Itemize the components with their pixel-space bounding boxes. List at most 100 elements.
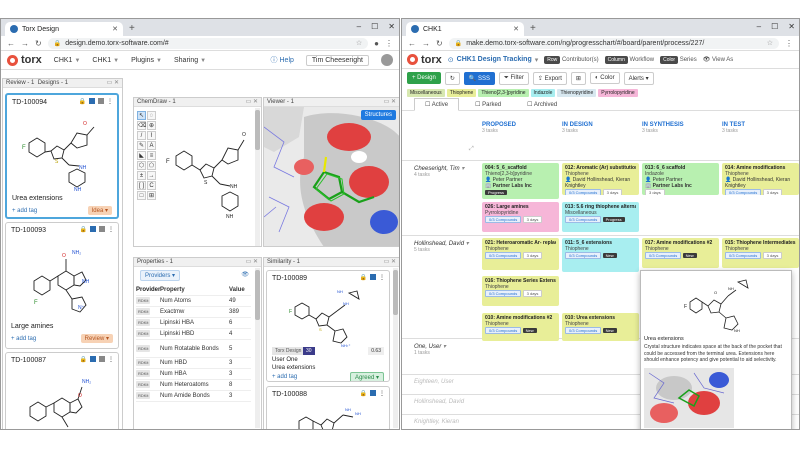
viewer-tab[interactable]: Viewer - 1 xyxy=(267,99,294,105)
design-popover[interactable]: F NH NH O Urea extensions Crystal struct… xyxy=(640,270,792,429)
task-card[interactable]: 010: Urea extensions Thiophene 0/3 Compoun… xyxy=(562,313,639,341)
compounds-badge[interactable]: 0/3 Compounds xyxy=(725,252,762,259)
pane-controls-icon[interactable]: ▭ ✕ xyxy=(245,259,258,265)
task-card[interactable]: 016: Thiophene Series Extension Thiophene… xyxy=(482,276,559,306)
scroll-thumb[interactable] xyxy=(393,270,398,315)
series-tag[interactable]: Thienopyridine xyxy=(557,88,597,97)
progress-pill[interactable]: New xyxy=(682,253,697,258)
lock-icon[interactable]: 🔒 xyxy=(78,99,86,105)
tab-active[interactable]: ☐ Active xyxy=(414,98,460,111)
atom-tool-icon[interactable]: C xyxy=(147,181,156,190)
copy-icon[interactable] xyxy=(370,274,376,280)
close-tab-icon[interactable]: ✕ xyxy=(112,26,118,33)
compounds-badge[interactable]: 0/3 Compounds xyxy=(565,189,602,195)
back-icon[interactable]: ← xyxy=(7,38,15,48)
tab-parked[interactable]: ☐ Parked xyxy=(475,102,502,108)
pane-controls-icon[interactable]: ▭ ✕ xyxy=(383,259,396,265)
browser-tab-torx-design[interactable]: Torx Design ✕ xyxy=(5,22,123,36)
more-icon[interactable]: ⋮ xyxy=(379,391,385,397)
scroll-thumb[interactable] xyxy=(255,110,260,150)
more-icon[interactable]: ⋮ xyxy=(379,275,385,281)
nav-plugins[interactable]: Plugins ▼ xyxy=(131,57,162,64)
more-icon[interactable]: ⋮ xyxy=(107,99,113,105)
lock-icon[interactable]: 🔒 xyxy=(359,391,367,397)
back-icon[interactable]: ← xyxy=(408,38,416,48)
series-tag[interactable]: Indazole xyxy=(530,88,556,97)
text-tool-icon[interactable]: A xyxy=(147,141,156,150)
arrow-tool-icon[interactable]: → xyxy=(147,171,156,180)
series-tag[interactable]: Miscellaneous xyxy=(407,88,445,97)
design-button[interactable]: + Design xyxy=(407,72,441,84)
progress-pill[interactable]: New xyxy=(522,328,537,333)
chemdraw-scrollbar[interactable] xyxy=(255,108,260,246)
url-field[interactable]: 🔒 make.demo.torx-software.com/ng/progres… xyxy=(448,37,779,49)
url-field[interactable]: 🔒 design.demo.torx-software.com/# ☆ xyxy=(47,37,369,49)
designs-tab[interactable]: Designs - 1 xyxy=(37,80,69,86)
wedge-tool-icon[interactable]: ◣ xyxy=(137,151,146,160)
scroll-thumb[interactable] xyxy=(255,270,260,320)
help-link[interactable]: ⓘ Help xyxy=(270,57,294,64)
bracket-tool-icon[interactable]: [ ] xyxy=(137,181,146,190)
ring-tool-icon[interactable]: ⬡ xyxy=(137,161,146,170)
pane-controls-icon[interactable]: ▭ ✕ xyxy=(106,80,119,86)
zoom-tool-icon[interactable]: ⊕ xyxy=(147,121,156,130)
add-tag-link[interactable]: + add tag xyxy=(12,208,38,214)
erase-tool-icon[interactable]: ⌫ xyxy=(137,121,147,130)
star-icon[interactable]: ☆ xyxy=(355,40,363,47)
edit-icon[interactable] xyxy=(99,226,105,232)
user-menu-button[interactable]: Tim Cheeseright xyxy=(305,54,369,66)
compounds-badge[interactable]: 0/3 Compounds xyxy=(725,189,762,195)
compounds-badge[interactable]: 0/3 Compounds xyxy=(485,216,522,223)
hash-tool-icon[interactable]: ≡ xyxy=(147,151,156,160)
compounds-badge[interactable]: 0/3 Compounds xyxy=(565,216,602,223)
menu-dots-icon[interactable]: ⋮ xyxy=(785,38,793,48)
design-card[interactable]: TD-100087 🔒 ⋮ NH₂ xyxy=(5,352,119,429)
progress-pill[interactable]: New xyxy=(602,253,617,258)
lock-icon[interactable]: 🔒 xyxy=(79,357,87,363)
add-tag-link[interactable]: + add tag xyxy=(272,374,298,380)
avatar[interactable] xyxy=(381,54,393,66)
status-badge[interactable]: Agreed ▾ xyxy=(349,372,384,381)
series-tag[interactable]: Pyrrolopyridine xyxy=(598,88,638,97)
account-icon[interactable]: ● xyxy=(374,38,379,48)
select-tool-icon[interactable]: ↖ xyxy=(137,111,146,120)
minimize-icon[interactable]: – xyxy=(756,22,762,31)
refresh-button[interactable]: ↻ xyxy=(444,71,460,85)
ring5-tool-icon[interactable]: ⬠ xyxy=(147,161,156,170)
task-card[interactable]: 015: Thiophene Intermediates Thiophene 0/3… xyxy=(722,238,799,268)
pane-controls-icon[interactable]: ▭ ✕ xyxy=(245,99,258,105)
design-card[interactable]: TD-100093 🔒 ⋮ xyxy=(5,222,119,349)
minimize-icon[interactable]: – xyxy=(356,22,362,31)
series-tag[interactable]: Thieno[2,3-]pyridine xyxy=(478,88,529,97)
menu-dots-icon[interactable]: ⋮ xyxy=(385,38,393,48)
task-card[interactable]: 010: Amine modifications #2 Thiophene 0/3 … xyxy=(482,313,559,341)
compounds-badge[interactable]: 0/3 Compounds xyxy=(485,252,522,259)
nav-sharing[interactable]: Sharing ▼ xyxy=(174,57,206,64)
row-selector[interactable]: Row Contributor(s) xyxy=(544,55,599,64)
collapse-icon[interactable]: ⤢ xyxy=(469,146,474,152)
new-tab-button[interactable]: + xyxy=(530,23,536,34)
properties-tab[interactable]: Properties - 1 xyxy=(137,259,174,265)
shape-tool-icon[interactable]: □ xyxy=(137,191,146,200)
browser-tab-chk1[interactable]: CHK1 ✕ xyxy=(406,22,524,36)
compounds-badge[interactable]: 0/3 Compounds xyxy=(485,290,522,297)
task-card[interactable]: 004: 5_6_scaffold Thieno[2,3-b]pyridine 👤 … xyxy=(482,163,559,199)
similar-design-card[interactable]: TD-100088 🔒 ⋮ NH NH F xyxy=(266,386,390,429)
export-button[interactable]: ⇪ Export xyxy=(532,71,567,85)
pen-tool-icon[interactable]: ✎ xyxy=(137,141,146,150)
more-icon[interactable]: ⋮ xyxy=(108,357,114,363)
task-card[interactable]: 017: Amine modifications #2 Thiophene 0/3 … xyxy=(642,238,719,268)
lock-icon[interactable]: 🔒 xyxy=(79,227,87,233)
bond-tool-icon[interactable]: / xyxy=(137,131,146,140)
close-window-icon[interactable]: ✕ xyxy=(388,22,395,31)
compounds-badge[interactable]: 0/3 Compounds xyxy=(565,327,602,334)
compounds-badge[interactable]: 0/3 Compounds xyxy=(645,252,682,259)
color-selector[interactable]: Color Series xyxy=(660,55,697,64)
design-card[interactable]: TD-100094 🔒 ⋮ xyxy=(5,93,119,219)
status-badge[interactable]: Idea ▾ xyxy=(87,206,112,215)
eye-icon[interactable]: 👁 xyxy=(241,272,249,278)
similarity-scrollbar[interactable] xyxy=(393,268,398,428)
table-tool-icon[interactable]: ⊞ xyxy=(147,191,156,200)
task-card[interactable]: 013: 6_6 scaffold Indazole 👤 Peter Partner… xyxy=(642,163,719,195)
alerts-button[interactable]: Alerts ▾ xyxy=(623,71,654,85)
